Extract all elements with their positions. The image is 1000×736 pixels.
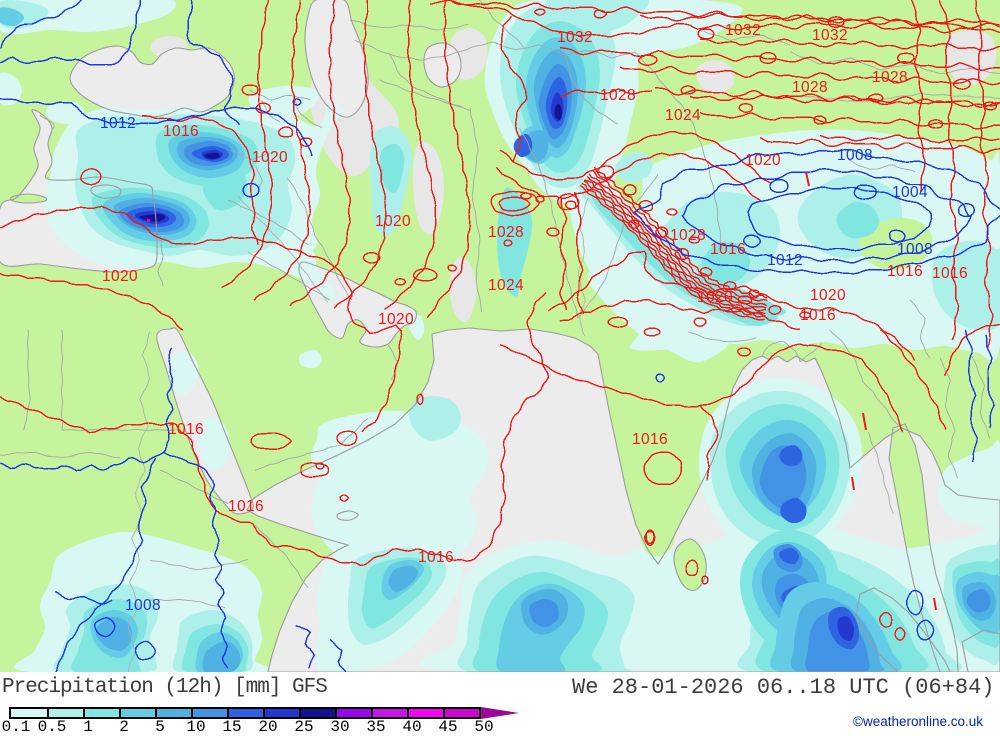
svg-text:1016: 1016 [168,421,204,438]
svg-text:1016: 1016 [800,307,836,324]
svg-text:1020: 1020 [810,287,846,304]
svg-text:1032: 1032 [725,22,761,39]
svg-text:1016: 1016 [887,263,923,280]
svg-text:1008: 1008 [897,241,933,258]
svg-text:1008: 1008 [837,147,873,164]
svg-text:1020: 1020 [697,289,733,306]
svg-text:1016: 1016 [418,549,454,566]
svg-text:1024: 1024 [488,277,524,294]
svg-text:1028: 1028 [488,224,524,241]
svg-text:1020: 1020 [375,213,411,230]
svg-text:1028: 1028 [792,79,828,96]
svg-text:1028: 1028 [600,87,636,104]
svg-text:1016: 1016 [228,498,264,515]
svg-text:1020: 1020 [378,311,414,328]
svg-text:1016: 1016 [710,241,746,258]
svg-text:1032: 1032 [812,27,848,44]
svg-text:1032: 1032 [557,29,593,46]
svg-text:1020: 1020 [252,149,288,166]
svg-text:1008: 1008 [125,597,161,614]
svg-text:1016: 1016 [163,123,199,140]
svg-text:1028: 1028 [872,69,908,86]
svg-text:1012: 1012 [100,115,136,132]
svg-text:1016: 1016 [632,431,668,448]
svg-text:1028: 1028 [670,227,706,244]
svg-text:1016: 1016 [932,265,968,282]
svg-text:1020: 1020 [102,268,138,285]
svg-text:1012: 1012 [767,252,803,269]
svg-text:1020: 1020 [745,152,781,169]
svg-text:1004: 1004 [892,184,928,201]
svg-text:1024: 1024 [665,107,701,124]
